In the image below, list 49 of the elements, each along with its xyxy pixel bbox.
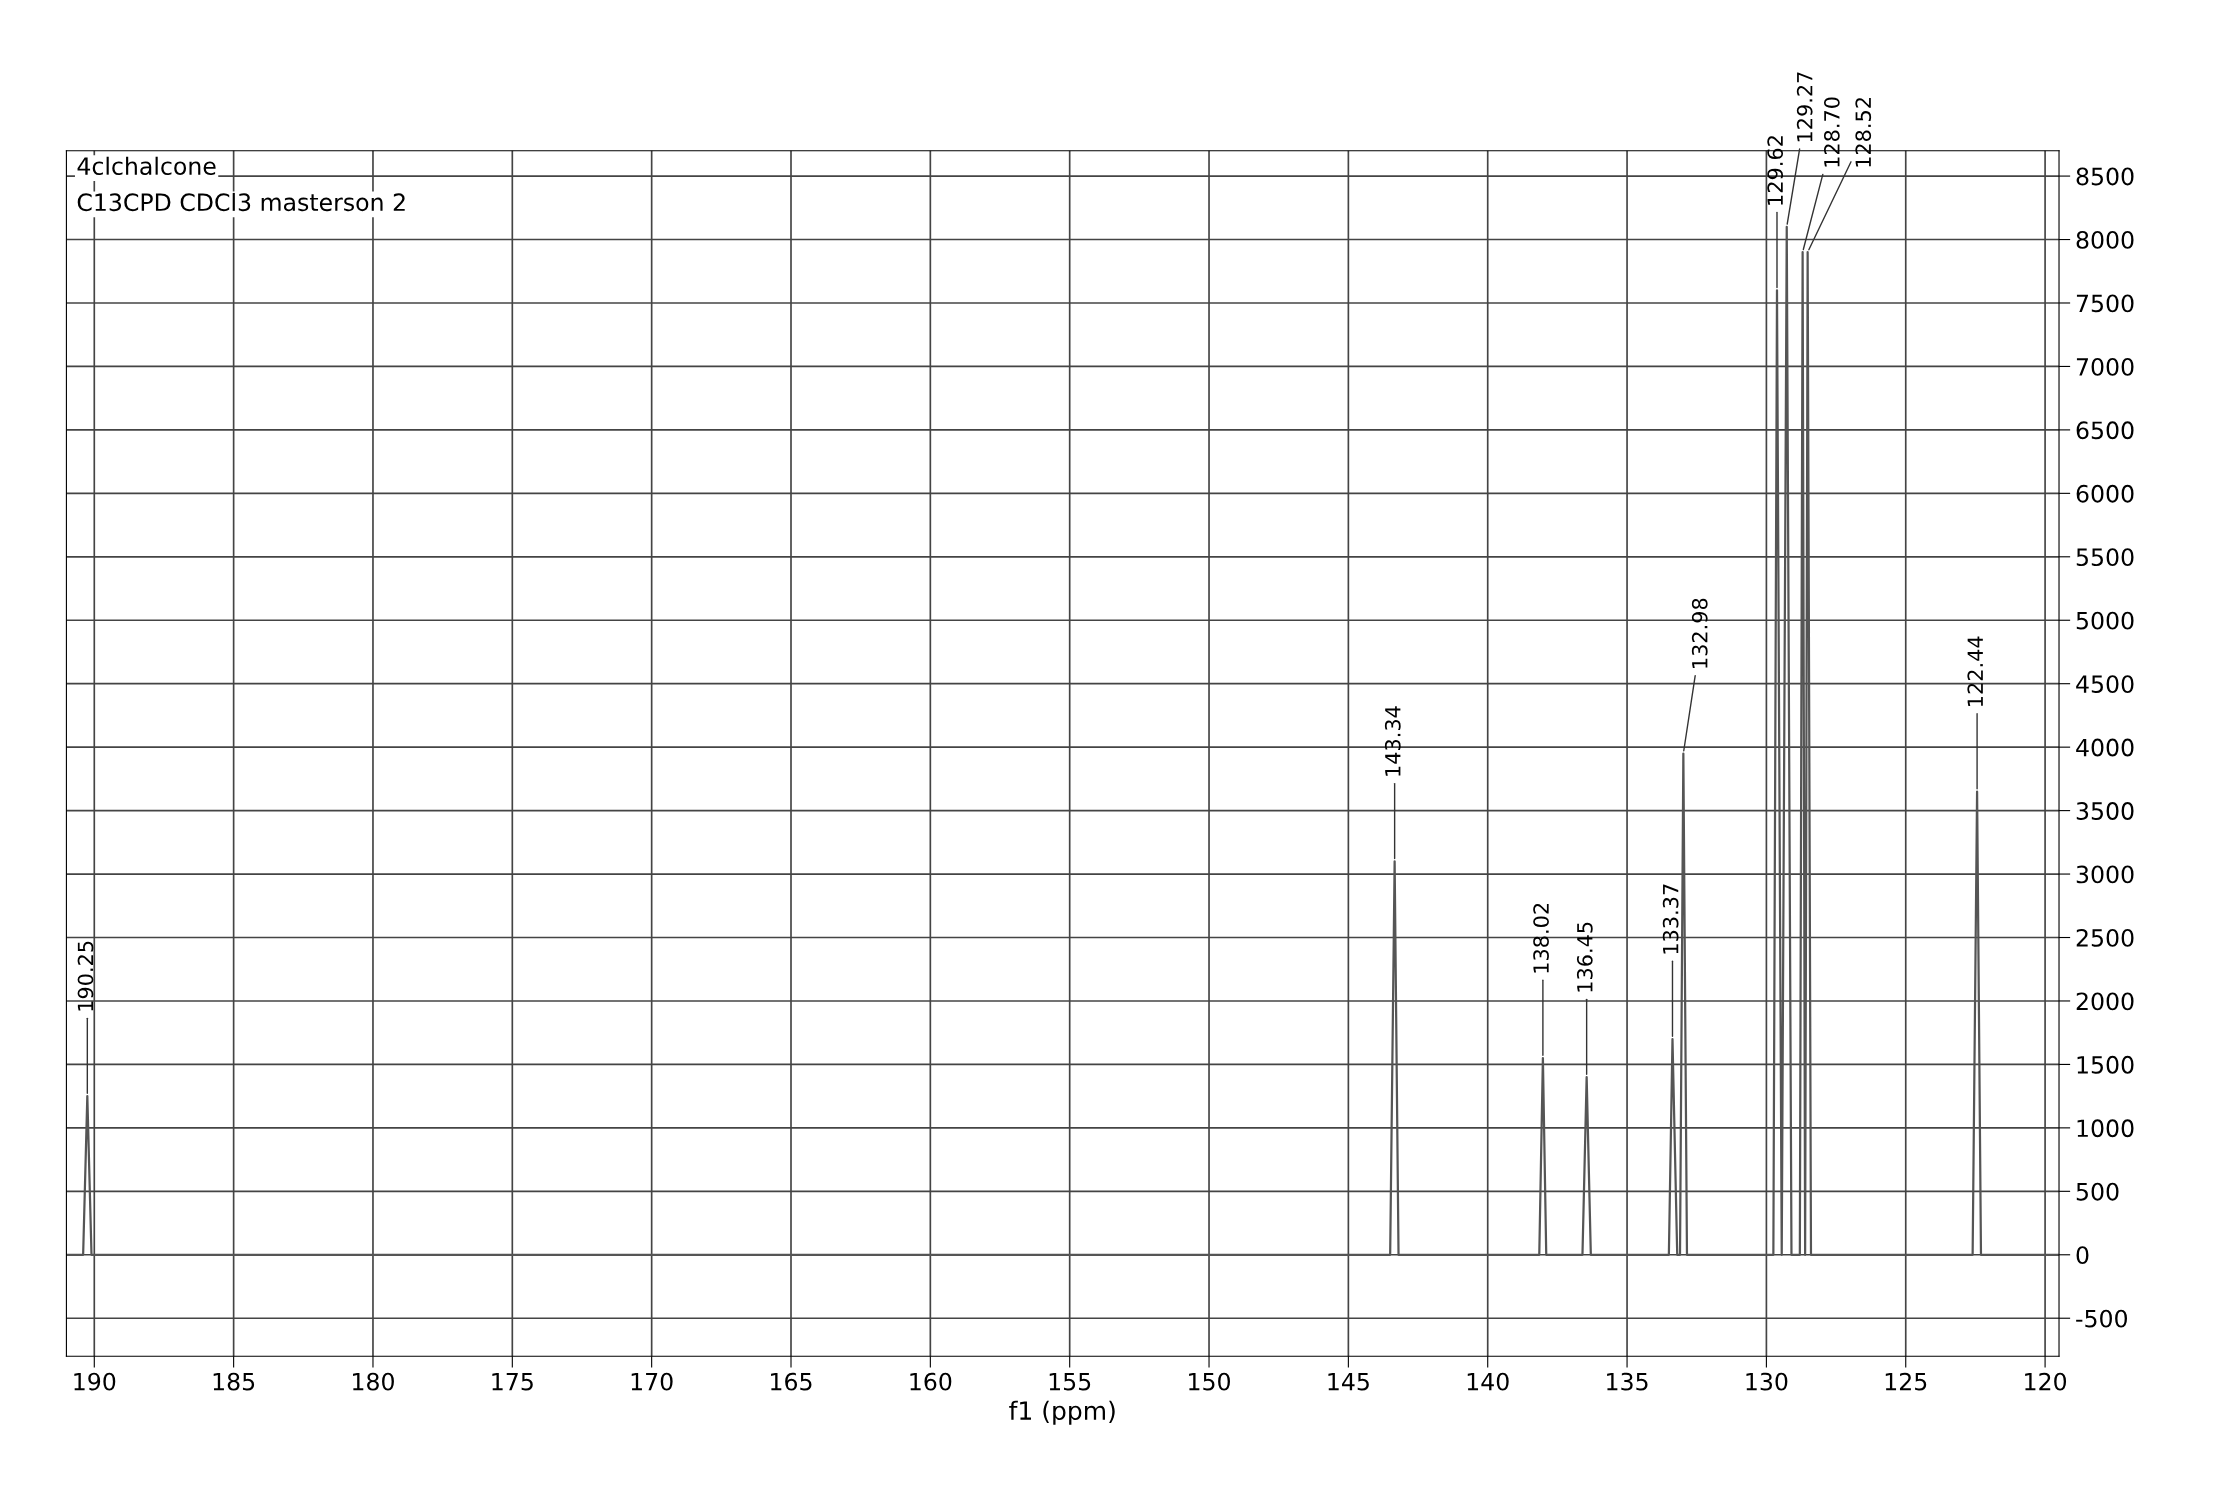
- x-tick-label: 165: [771, 1372, 812, 1391]
- annotation: 138.02: [1533, 903, 1549, 973]
- y-tick-label: 3500: [2076, 802, 2134, 820]
- line-series: [66, 225, 2060, 1256]
- y-tick-label: 2500: [2076, 928, 2134, 947]
- annotation: 128.52: [1855, 98, 1872, 167]
- annotation: 128.70: [1823, 97, 1840, 167]
- x-tick-label: 190: [74, 1372, 116, 1391]
- y-tick-label: 1000: [2077, 1119, 2134, 1138]
- x-tick-label: 175: [492, 1373, 533, 1391]
- chart-title: 4clchalcone: [77, 156, 216, 175]
- y-tick-label: 7500: [2076, 294, 2134, 313]
- annotation: 133.37: [1662, 884, 1679, 954]
- annotation: 129.27: [1796, 72, 1813, 142]
- x-tick-label: 150: [1189, 1372, 1230, 1391]
- annotation: 122.44: [1967, 636, 1983, 706]
- y-tick-label: 4000: [2076, 738, 2134, 757]
- y-tick-label: 8000: [2076, 230, 2134, 249]
- y-tick-label: 5000: [2076, 611, 2134, 630]
- y-tick-label: 0: [2076, 1246, 2089, 1265]
- x-tick-label: 170: [631, 1372, 673, 1391]
- y-tick-label: 8500: [2076, 167, 2134, 186]
- x-tick-label: 185: [213, 1372, 255, 1391]
- x-axis-title: f1 (ppm): [1009, 1400, 1115, 1425]
- y-tick-label: 6000: [2076, 484, 2134, 503]
- y-tick-label: 4500: [2076, 675, 2134, 694]
- x-tick-label: 140: [1467, 1372, 1509, 1391]
- text: C13CPD CDCl3 masterson 2: [77, 192, 405, 212]
- annotation: 190.25: [77, 941, 94, 1011]
- annotation: 132.98: [1691, 598, 1708, 668]
- x-tick-label: 135: [1607, 1372, 1648, 1391]
- y-tick-label: 1500: [2077, 1055, 2134, 1074]
- x-tick-label: 145: [1328, 1373, 1369, 1391]
- y-tick-label: -500: [2076, 1309, 2128, 1328]
- annotation: 143.34: [1384, 706, 1401, 776]
- y-tick-label: 500: [2076, 1182, 2119, 1201]
- x-tick-label: 120: [2025, 1372, 2067, 1391]
- y-tick-label: 5500: [2076, 548, 2134, 567]
- y-tick-label: 7000: [2076, 357, 2134, 376]
- x-tick-label: 155: [1049, 1373, 1091, 1391]
- x-tick-label: 160: [910, 1372, 952, 1391]
- annotation: 136.45: [1576, 922, 1593, 992]
- annotation: 129.62: [1767, 136, 1784, 205]
- x-tick-label: 125: [1885, 1372, 1927, 1391]
- x-tick-label: 180: [353, 1372, 394, 1391]
- y-tick-label: 3000: [2076, 865, 2134, 884]
- y-tick-label: 2000: [2076, 992, 2134, 1011]
- y-tick-label: 6500: [2076, 421, 2134, 440]
- x-tick-label: 130: [1746, 1372, 1788, 1391]
